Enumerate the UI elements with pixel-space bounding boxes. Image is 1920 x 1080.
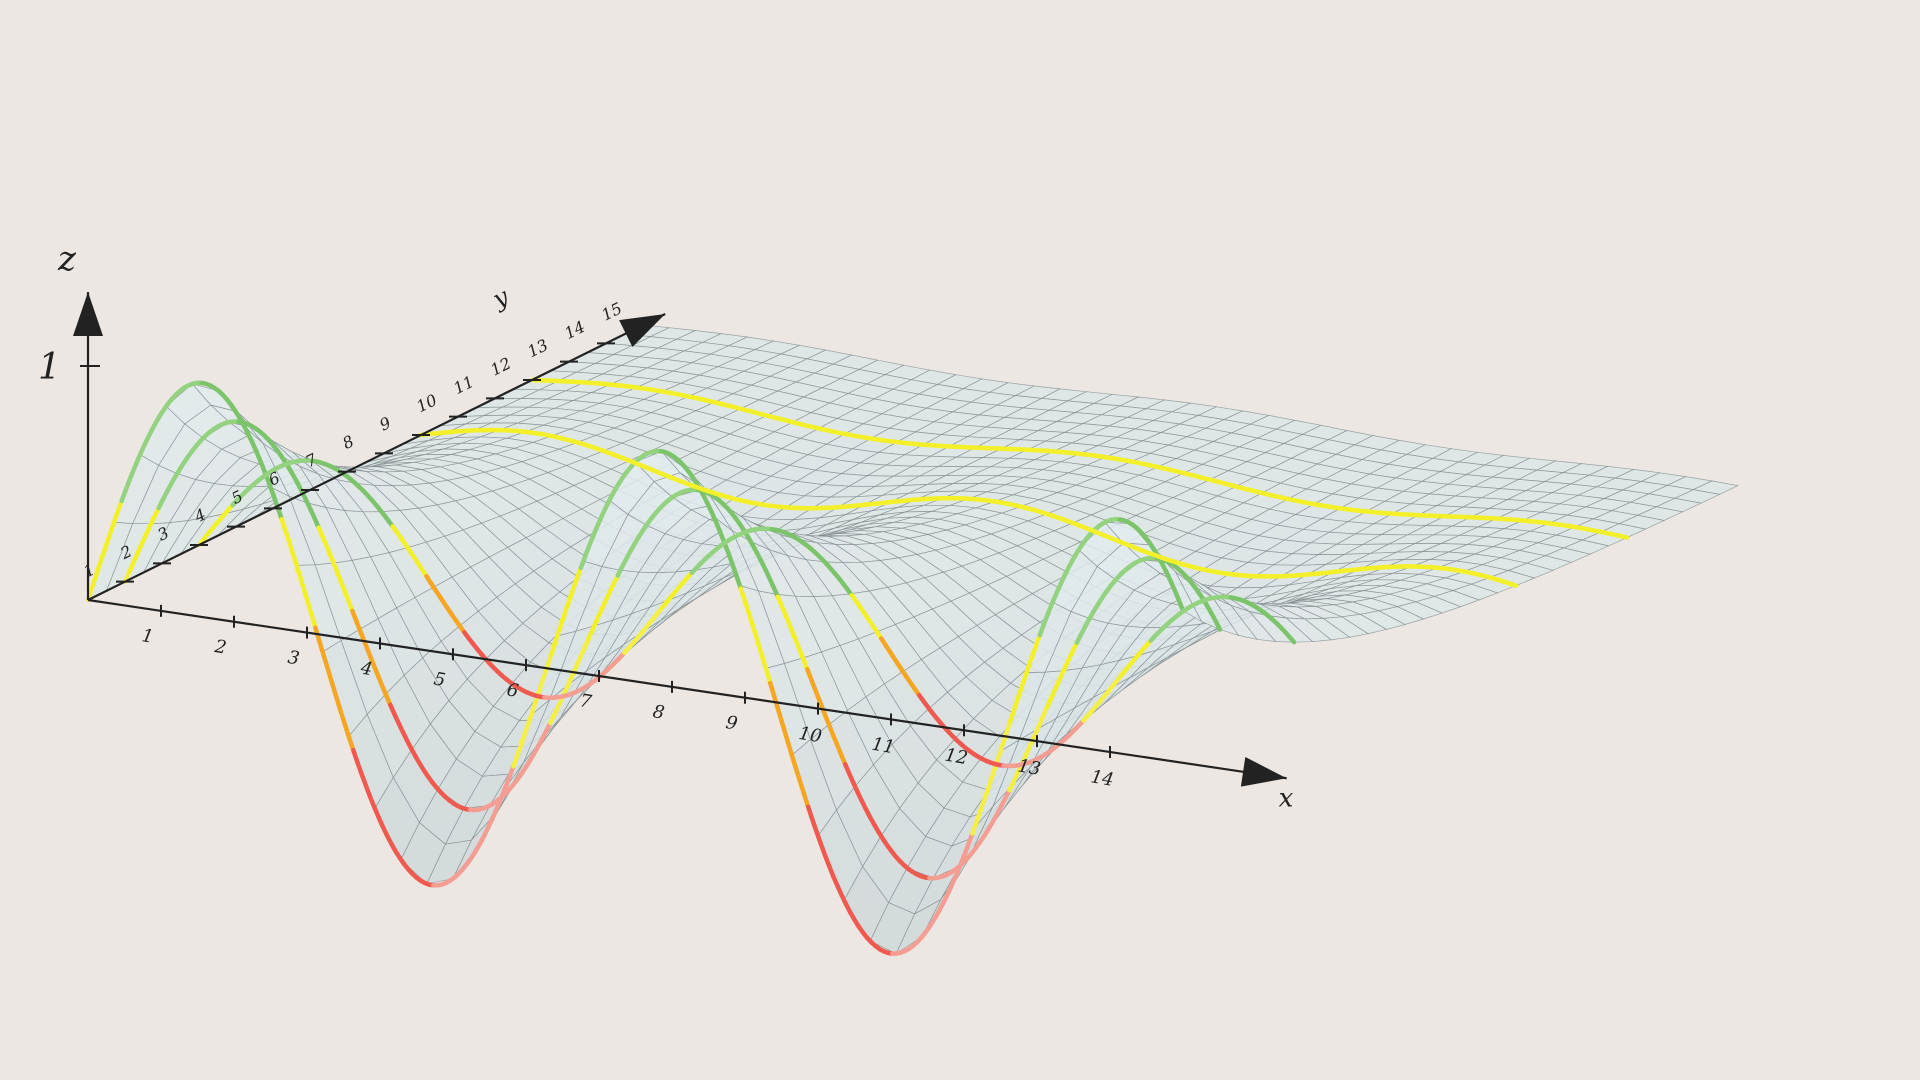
curve-segment xyxy=(789,751,798,770)
curve-segment xyxy=(296,569,306,588)
curve-segment xyxy=(325,667,335,687)
x-tick-label: 14 xyxy=(1089,766,1115,791)
x-tick-label: 12 xyxy=(943,745,969,770)
curve-segment xyxy=(1213,619,1223,632)
curve-segment xyxy=(321,653,331,673)
y-tick-label: 9 xyxy=(376,413,393,435)
curve-segment xyxy=(742,599,752,617)
curve-segment xyxy=(283,529,293,548)
curve-segment xyxy=(1620,534,1630,540)
z-tick-label: 1 xyxy=(38,347,61,388)
curve-segment xyxy=(1003,718,1013,737)
axes: 1 2 3 4 5 6 7 8 9 10 11 12 13 14x12345678910111213141… xyxy=(38,239,1294,813)
y-tick-label: 1 xyxy=(80,560,97,582)
z-axis-arrowhead xyxy=(73,292,103,336)
curve-segment xyxy=(317,639,327,659)
curve-segment xyxy=(304,597,314,616)
curve-segment xyxy=(780,723,790,742)
curve-segment xyxy=(308,611,318,630)
x-tick-label: 13 xyxy=(1016,755,1042,780)
surface-mesh xyxy=(87,324,1740,955)
curve-segment xyxy=(797,778,807,797)
x-tick-label: 10 xyxy=(797,723,823,748)
x-tick-label: 6 xyxy=(505,679,520,702)
curve-segment xyxy=(772,694,781,714)
y-tick-label: 10 xyxy=(413,390,440,416)
curve-segment xyxy=(751,625,760,644)
curve-segment xyxy=(759,652,769,672)
y-tick-label: 8 xyxy=(339,431,356,453)
x-tick-label: 11 xyxy=(870,734,896,759)
y-axis-label: y xyxy=(487,282,513,314)
x-tick-label: 9 xyxy=(724,712,739,735)
curve-segment xyxy=(784,737,794,756)
curve-segment xyxy=(338,708,348,727)
x-tick-label: 2 xyxy=(212,636,228,659)
x-tick-label: 5 xyxy=(432,669,447,692)
curve-segment xyxy=(287,542,297,561)
y-tick-label: 12 xyxy=(487,354,514,380)
curve-segment xyxy=(763,666,773,686)
x-tick-label: 1 xyxy=(140,625,155,648)
curve-segment xyxy=(342,722,352,740)
curve-segment xyxy=(292,556,301,575)
curve-segment xyxy=(1509,581,1519,588)
curve-segment xyxy=(300,583,310,602)
curve-segment xyxy=(995,744,1005,763)
x-axis-line xyxy=(87,598,1287,780)
curve-segment xyxy=(793,764,803,783)
z-axis-label: z xyxy=(57,239,77,279)
curve-segment xyxy=(801,791,811,810)
curve-segment xyxy=(334,695,343,714)
x-tick-label: 7 xyxy=(578,690,593,713)
y-tick-label: 11 xyxy=(450,372,477,398)
x-tick-label: 4 xyxy=(358,657,374,680)
x-tick-label: 8 xyxy=(651,701,666,724)
y-tick-label: 13 xyxy=(524,335,551,361)
y-tick-label: 14 xyxy=(561,317,588,343)
curve-segment xyxy=(776,709,786,728)
curve-segment xyxy=(1176,597,1186,613)
curve-segment xyxy=(1287,634,1297,645)
y-axis-arrowhead xyxy=(619,314,666,347)
curve-segment xyxy=(330,681,339,700)
curve-segment xyxy=(768,680,777,700)
x-axis-label: x xyxy=(1279,783,1294,813)
curve-segment xyxy=(746,612,756,630)
x-tick-label: 3 xyxy=(286,647,301,670)
curve-segment xyxy=(755,639,765,658)
highlight-curves xyxy=(85,377,1630,956)
x-axis-arrowhead xyxy=(1240,756,1287,787)
